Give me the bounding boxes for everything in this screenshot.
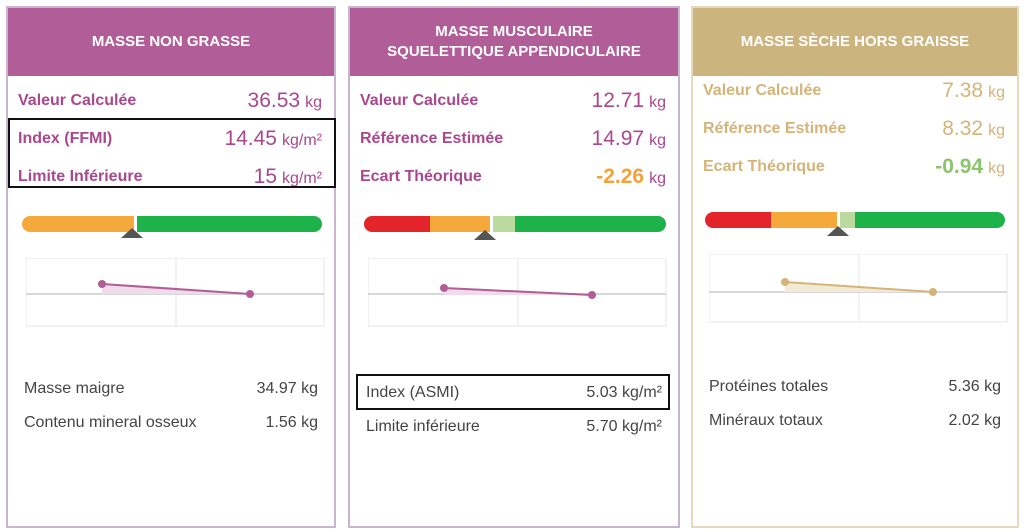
row-valeur-calculee: Valeur Calculée 12.71 kg xyxy=(350,82,678,120)
position-marker-icon xyxy=(474,230,496,240)
bar-segment-green xyxy=(855,212,1005,228)
trend-chart xyxy=(368,258,667,327)
detail-value: 1.56 kg xyxy=(265,414,318,431)
row-value: 15 kg/m² xyxy=(253,165,322,188)
range-bar xyxy=(22,216,322,232)
range-bar xyxy=(364,216,666,232)
row-value: 14.45 kg/m² xyxy=(224,127,322,150)
row-label: Index (FFMI) xyxy=(18,130,113,147)
row-value: 7.38 kg xyxy=(942,79,1005,102)
detail-value: 34.97 kg xyxy=(256,380,318,397)
detail-row-proteines: Protéines totales 5.36 kg xyxy=(693,370,1017,404)
row-label: Référence Estimée xyxy=(703,120,847,137)
bar-divider xyxy=(490,216,493,232)
card-title-line2: SQUELETTIQUE APPENDICULAIRE xyxy=(387,43,641,60)
detail-label: Masse maigre xyxy=(24,380,125,397)
card-values: Valeur Calculée 36.53 kg Index (FFMI) 14.… xyxy=(8,82,334,196)
row-value: -2.26 kg xyxy=(596,165,666,188)
row-label: Limite Inférieure xyxy=(18,168,143,185)
row-label: Valeur Calculée xyxy=(703,82,822,99)
row-value: 14.97 kg xyxy=(591,127,666,150)
trend-chart xyxy=(26,258,325,327)
row-reference-estimee: Référence Estimée 8.32 kg xyxy=(693,110,1017,148)
row-value: 36.53 kg xyxy=(247,89,322,112)
card-header: MASSE NON GRASSE xyxy=(8,8,334,76)
row-label: Ecart Théorique xyxy=(360,168,482,185)
bar-segment-green xyxy=(514,216,666,232)
bar-segment-red xyxy=(364,216,431,232)
detail-value: 2.02 kg xyxy=(948,412,1001,429)
row-limite-inferieure: Limite Inférieure 15 kg/m² xyxy=(8,158,334,196)
range-bar xyxy=(705,212,1005,228)
card-masse-non-grasse: MASSE NON GRASSE Valeur Calculée 36.53 kg… xyxy=(6,6,336,528)
row-valeur-calculee: Valeur Calculée 36.53 kg xyxy=(8,82,334,120)
bar-segment-light-green xyxy=(837,212,855,228)
details-list: Protéines totales 5.36 kg Minéraux totau… xyxy=(693,370,1017,438)
card-title: MASSE NON GRASSE xyxy=(91,33,251,50)
row-index-ffmi: Index (FFMI) 14.45 kg/m² xyxy=(8,120,334,158)
card-header: MASSE MUSCULAIRE SQUELETTIQUE APPENDICUL… xyxy=(350,8,678,76)
bar-segment-orange xyxy=(22,216,136,232)
detail-label: Index (ASMI) xyxy=(366,384,460,401)
position-marker-icon xyxy=(121,228,143,238)
highlight-box xyxy=(8,118,336,188)
detail-row-contenu-mineral: Contenu mineral osseux 1.56 kg xyxy=(8,406,334,440)
trend-chart xyxy=(709,254,1008,323)
bar-segment-red xyxy=(705,212,771,228)
row-ecart-theorique: Ecart Théorique -0.94 kg xyxy=(693,148,1017,186)
row-label: Référence Estimée xyxy=(360,130,504,147)
row-valeur-calculee: Valeur Calculée 7.38 kg xyxy=(693,72,1017,110)
card-masse-musculaire: MASSE MUSCULAIRE SQUELETTIQUE APPENDICUL… xyxy=(348,6,680,528)
detail-value: 5.03 kg/m² xyxy=(586,384,662,401)
detail-row-index-asmi: Index (ASMI) 5.03 kg/m² xyxy=(350,376,678,410)
row-label: Valeur Calculée xyxy=(18,92,137,109)
card-title: MASSE SÈCHE HORS GRAISSE xyxy=(740,33,970,50)
bar-segment-green xyxy=(136,216,322,232)
detail-label: Limite inférieure xyxy=(366,418,480,435)
row-value: 8.32 kg xyxy=(942,117,1005,140)
bar-divider xyxy=(134,216,137,232)
card-masse-seche: MASSE SÈCHE HORS GRAISSE Valeur Calculée… xyxy=(691,6,1019,528)
detail-row-limite-inferieure: Limite inférieure 5.70 kg/m² xyxy=(350,410,678,444)
row-value: 12.71 kg xyxy=(591,89,666,112)
detail-value: 5.36 kg xyxy=(948,378,1001,395)
detail-value: 5.70 kg/m² xyxy=(586,418,662,435)
detail-row-mineraux: Minéraux totaux 2.02 kg xyxy=(693,404,1017,438)
bar-segment-orange xyxy=(771,212,837,228)
row-ecart-theorique: Ecart Théorique -2.26 kg xyxy=(350,158,678,196)
card-values: Valeur Calculée 12.71 kg Référence Estimé… xyxy=(350,82,678,196)
bar-divider xyxy=(837,212,840,228)
bar-segment-light-green xyxy=(490,216,515,232)
row-label: Ecart Théorique xyxy=(703,158,825,175)
row-reference-estimee: Référence Estimée 14.97 kg xyxy=(350,120,678,158)
detail-row-masse-maigre: Masse maigre 34.97 kg xyxy=(8,372,334,406)
card-values: Valeur Calculée 7.38 kg Référence Estimée… xyxy=(693,72,1017,186)
detail-label: Protéines totales xyxy=(709,378,829,395)
bar-segment-orange xyxy=(430,216,491,232)
row-label: Valeur Calculée xyxy=(360,92,479,109)
detail-label: Minéraux totaux xyxy=(709,412,823,429)
card-title-line1: MASSE MUSCULAIRE xyxy=(435,23,593,40)
detail-label: Contenu mineral osseux xyxy=(24,414,197,431)
row-value: -0.94 kg xyxy=(935,155,1005,178)
card-header: MASSE SÈCHE HORS GRAISSE xyxy=(693,8,1017,76)
details-list: Index (ASMI) 5.03 kg/m² Limite inférieur… xyxy=(350,376,678,444)
highlight-box xyxy=(356,374,670,410)
details-list: Masse maigre 34.97 kg Contenu mineral os… xyxy=(8,372,334,440)
position-marker-icon xyxy=(827,226,849,236)
